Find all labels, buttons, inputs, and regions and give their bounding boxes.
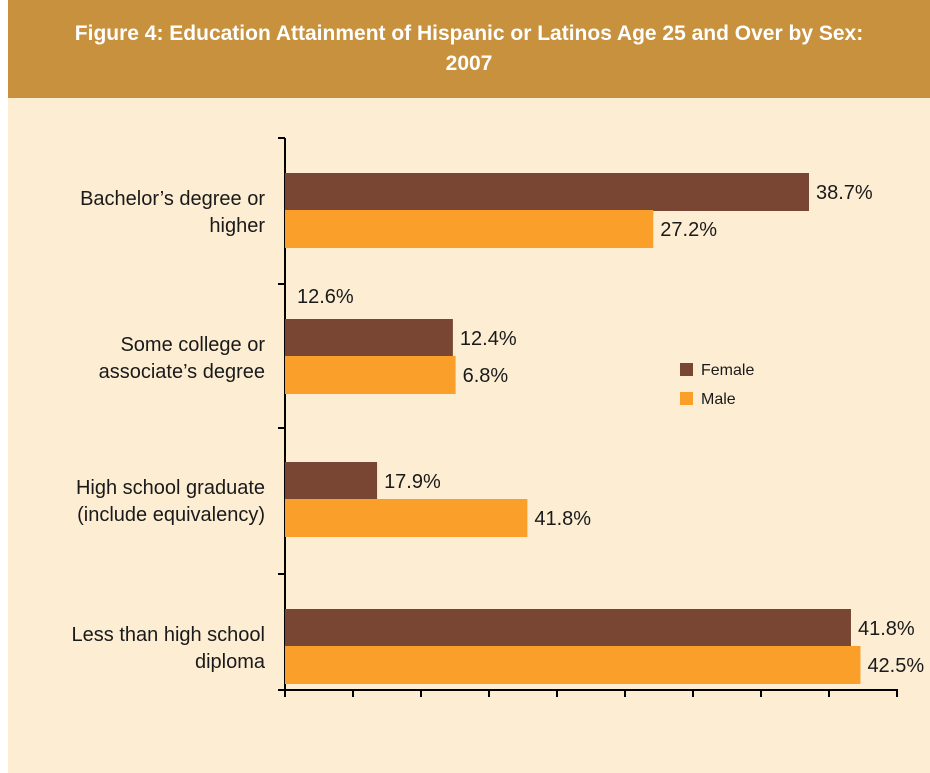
legend-swatch-male (680, 392, 693, 405)
data-label: 27.2% (660, 219, 717, 241)
chart-header: Figure 4: Education Attainment of Hispan… (8, 0, 930, 98)
male-bar (285, 210, 654, 248)
category-label: diploma (195, 651, 266, 673)
category-label: High school graduate (76, 477, 265, 499)
female-bar (285, 609, 851, 647)
data-label: 41.8% (858, 618, 915, 640)
data-label: 17.9% (384, 471, 441, 493)
data-label: 38.7% (816, 182, 873, 204)
data-label: 42.5% (867, 655, 924, 677)
stray-data-label: 12.6% (297, 286, 354, 308)
category-label: (include equivalency) (77, 504, 265, 526)
category-label: Less than high school (72, 624, 265, 646)
chart-title: Figure 4: Education Attainment of Hispan… (74, 22, 864, 75)
bar-chart: 38.7% 12.4% 17.9% 41.8% 27.2% 6.8% 41.8% 42.5% 1… (72, 137, 924, 697)
legend-swatch-female (680, 363, 693, 376)
female-bar (285, 462, 378, 500)
data-label: 6.8% (463, 365, 509, 387)
male-bar (285, 646, 861, 684)
female-bar (285, 173, 809, 211)
category-label: higher (209, 215, 265, 237)
female-bar (285, 319, 453, 357)
category-label: associate’s degree (99, 361, 265, 383)
legend-label: Male (701, 391, 736, 408)
male-bar (285, 356, 456, 394)
data-label: 41.8% (534, 508, 591, 530)
data-label: 12.4% (460, 328, 517, 350)
category-label: Some college or (120, 334, 265, 356)
chart-panel: 38.7% 12.4% 17.9% 41.8% 27.2% 6.8% 41.8% 42.5% 1… (8, 98, 930, 773)
male-bar (285, 499, 528, 537)
legend-label: Female (701, 362, 754, 379)
category-label: Bachelor’s degree or (80, 188, 265, 210)
